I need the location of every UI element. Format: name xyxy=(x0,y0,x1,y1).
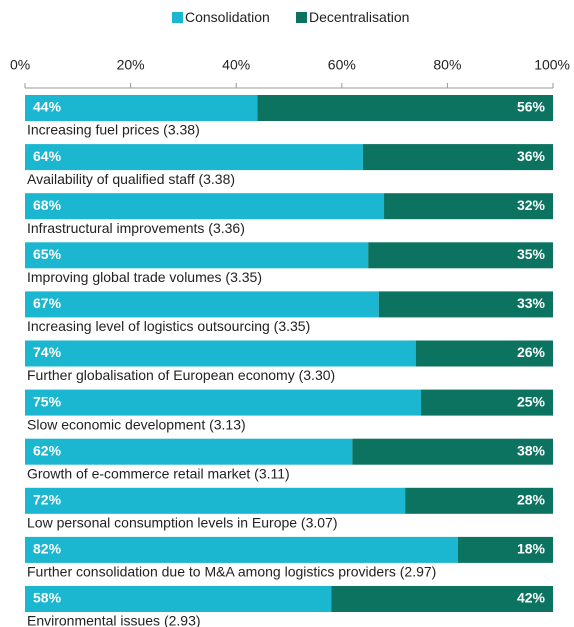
category-label: Increasing fuel prices (3.38) xyxy=(27,122,200,138)
category-label: Growth of e-commerce retail market (3.11… xyxy=(27,465,290,481)
value-label: 65% xyxy=(33,246,62,262)
value-label: 42% xyxy=(517,590,546,606)
legend-swatch xyxy=(172,12,183,23)
bar-segment xyxy=(25,389,421,416)
category-label: Infrastructural improvements (3.36) xyxy=(27,220,245,236)
category-label: Environmental issues (2.93) xyxy=(27,613,201,627)
value-label: 58% xyxy=(33,590,62,606)
value-label: 62% xyxy=(33,442,62,458)
bar-segment xyxy=(368,242,553,269)
bar-segment xyxy=(25,95,258,121)
bar-segment xyxy=(457,536,553,563)
value-label: 44% xyxy=(33,99,62,115)
x-tick-label: 60% xyxy=(328,57,356,73)
value-label: 67% xyxy=(33,295,62,311)
bar-segment xyxy=(421,389,553,416)
x-tick-label: 0% xyxy=(10,57,30,73)
x-tick-label: 100% xyxy=(534,57,570,73)
value-label: 74% xyxy=(33,344,62,360)
bar-segment xyxy=(362,144,553,171)
value-label: 32% xyxy=(517,197,546,213)
value-label: 18% xyxy=(517,541,546,557)
bar-segment xyxy=(25,487,406,514)
legend-label: Consolidation xyxy=(185,9,270,25)
value-label: 72% xyxy=(33,492,62,508)
bar-segment xyxy=(257,95,553,121)
category-label: Increasing level of logistics outsourcin… xyxy=(27,318,310,334)
x-tick-label: 40% xyxy=(222,57,250,73)
value-label: 28% xyxy=(517,492,546,508)
value-label: 38% xyxy=(517,442,546,458)
bar-segment xyxy=(25,536,458,563)
bar-segment xyxy=(384,193,553,220)
bar-segment xyxy=(25,242,369,269)
bar-segment xyxy=(405,487,553,514)
value-label: 64% xyxy=(33,148,62,164)
value-label: 36% xyxy=(517,148,546,164)
value-label: 25% xyxy=(517,393,546,409)
bar-segment xyxy=(25,340,416,367)
value-label: 33% xyxy=(517,295,546,311)
category-label: Further globalisation of European econom… xyxy=(27,367,335,383)
value-label: 75% xyxy=(33,393,62,409)
bar-segment xyxy=(331,586,553,612)
bar-segment xyxy=(25,193,385,220)
legend-label: Decentralisation xyxy=(309,9,409,25)
bar-segment xyxy=(378,291,553,318)
value-label: 82% xyxy=(33,541,62,557)
x-tick-label: 20% xyxy=(117,57,145,73)
bar-segment xyxy=(25,586,332,612)
category-label: Slow economic development (3.13) xyxy=(27,416,246,432)
value-label: 68% xyxy=(33,197,62,213)
legend-swatch xyxy=(296,12,307,23)
bar-segment xyxy=(25,144,363,171)
value-label: 26% xyxy=(517,344,546,360)
category-label: Low personal consumption levels in Europ… xyxy=(27,515,338,531)
bar-segment xyxy=(415,340,553,367)
value-label: 56% xyxy=(517,99,546,115)
category-label: Availability of qualified staff (3.38) xyxy=(27,171,235,187)
x-tick-label: 80% xyxy=(433,57,461,73)
bar-segment xyxy=(25,291,379,318)
bar-segment xyxy=(25,438,353,465)
category-label: Further consolidation due to M&A among l… xyxy=(27,564,436,580)
category-label: Improving global trade volumes (3.35) xyxy=(27,269,262,285)
bar-segment xyxy=(352,438,553,465)
value-label: 35% xyxy=(517,246,546,262)
